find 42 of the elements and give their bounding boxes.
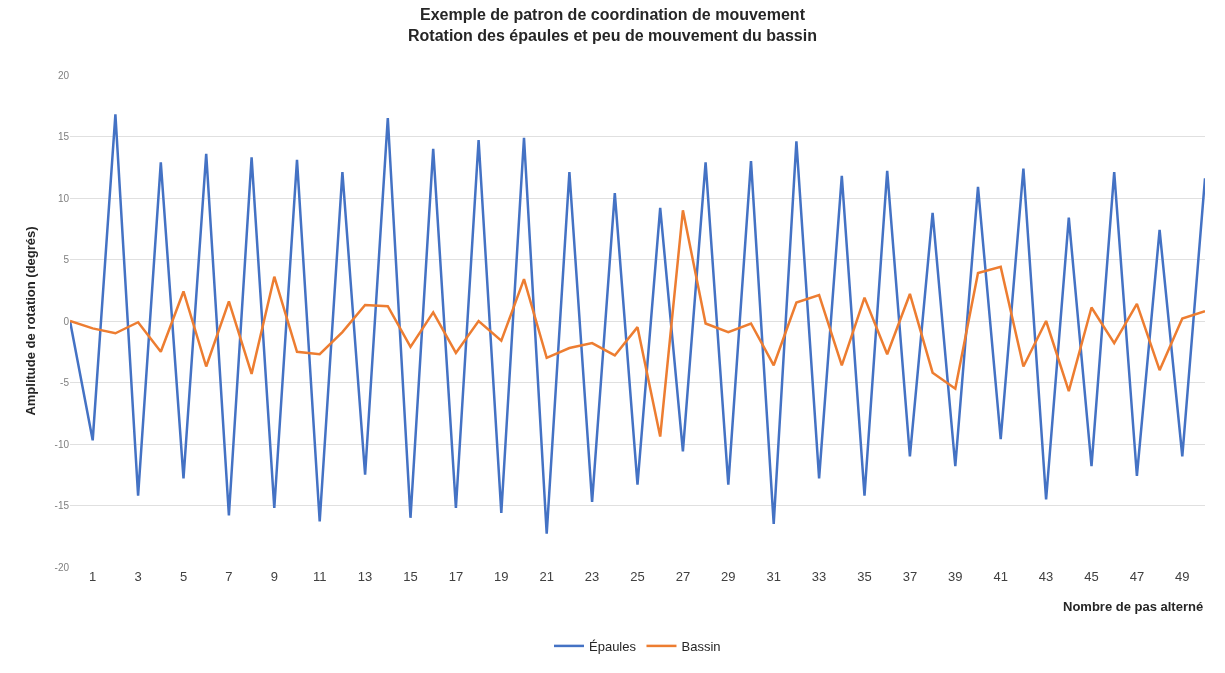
line-series: [70, 209, 1205, 438]
x-tick-label: 29: [721, 569, 736, 584]
y-tick-label: 20: [57, 69, 70, 81]
line-series: [70, 113, 1205, 536]
x-tick-label: 37: [902, 569, 918, 584]
x-tick-label: 7: [225, 569, 233, 584]
x-tick-label: 11: [312, 569, 327, 584]
x-tick-label: 21: [539, 569, 554, 584]
chart-subtitle: Rotation des épaules et peu de mouvement du bassin: [408, 26, 817, 44]
x-tick-label: 27: [675, 569, 691, 584]
y-tick-label: 5: [63, 254, 70, 265]
x-tick-label: 47: [1129, 569, 1145, 584]
x-tick-label: 31: [766, 569, 781, 584]
x-tick-label: 41: [993, 569, 1008, 584]
x-tick-label: 43: [1038, 569, 1054, 584]
y-tick-label: 10: [57, 192, 70, 204]
y-tick-label: 15: [57, 131, 70, 142]
x-tick-label: 33: [811, 569, 827, 584]
x-tick-label: 49: [1175, 569, 1190, 584]
y-axis-title: Amplitude de rotation (degrés): [23, 226, 39, 416]
y-tick-label: -5: [60, 377, 70, 388]
x-tick-label: 13: [357, 569, 373, 584]
y-tick-label: -15: [54, 500, 70, 511]
legend-label: Bassin: [681, 638, 721, 654]
x-tick-label: 25: [630, 569, 645, 584]
x-tick-label: 15: [403, 569, 418, 584]
x-axis-title: Nombre de pas alterné: [1063, 599, 1204, 614]
x-tick-label: 19: [494, 569, 509, 584]
x-tick-label: 9: [270, 569, 278, 584]
chart-title: Exemple de patron de coordination de mouvement: [420, 6, 806, 24]
legend-label: Épaules: [589, 638, 637, 654]
x-tick-label: 23: [584, 569, 600, 584]
x-tick-label: 35: [857, 569, 872, 584]
x-tick-label: 17: [448, 569, 464, 584]
y-tick-label: -10: [54, 438, 70, 450]
x-tick-label: 5: [179, 569, 188, 584]
x-tick-label: 3: [134, 569, 142, 584]
x-tick-label: 1: [89, 569, 97, 584]
y-tick-label: 0: [63, 315, 70, 327]
x-tick-label: 45: [1084, 569, 1099, 584]
x-tick-label: 39: [948, 569, 963, 584]
y-tick-label: -20: [54, 561, 70, 573]
